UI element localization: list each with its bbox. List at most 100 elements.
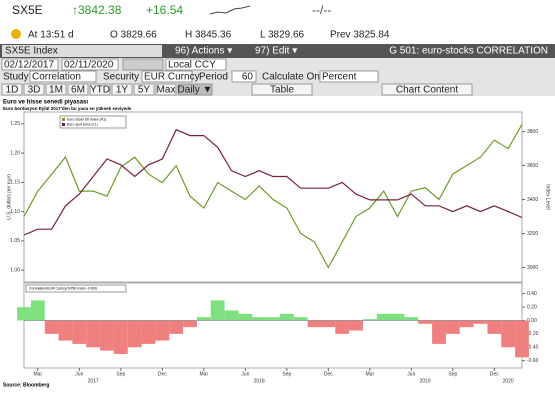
price-change: +16.54 [146, 3, 183, 17]
period-button[interactable] [155, 83, 177, 96]
correlation-bar [238, 313, 253, 321]
actions-menu[interactable]: 96) Actions ▾ [175, 46, 232, 57]
y2-tick-label: 3000 [527, 265, 538, 271]
legend [59, 115, 127, 129]
y2-tick-label: 3200 [527, 231, 538, 237]
currency[interactable]: Local CCY [168, 60, 216, 71]
correlation-bar [515, 320, 529, 358]
chart-title: Euro ve hisse senedi piyasası [3, 100, 88, 106]
correlation-bar [72, 320, 87, 344]
correlation-bar [404, 317, 419, 321]
period-label[interactable]: 1Y [116, 85, 129, 96]
end-date[interactable]: 02/11/2020 [64, 60, 114, 71]
security-name[interactable]: SX5E Index [5, 46, 58, 57]
period-button[interactable] [45, 83, 67, 96]
period-label[interactable]: YTD [90, 85, 110, 96]
correlation-bar [141, 320, 156, 344]
corr-legend-label: Correlation/EUR Curncy/SX5E Index -0.606 [29, 286, 97, 290]
currency-box[interactable] [165, 58, 227, 71]
corr-tick-label: 0.20 [527, 304, 537, 310]
function-name: G 501: euro-stocks CORRELATION [389, 46, 548, 57]
period-button[interactable] [1, 83, 23, 96]
corr-tick-label: -0.60 [527, 358, 539, 364]
period-button[interactable] [23, 83, 45, 96]
legend-swatch [62, 123, 65, 126]
period-button[interactable] [67, 83, 89, 96]
prev-price: Prev 3825.84 [330, 30, 390, 41]
table-label[interactable]: Table [270, 85, 294, 96]
study-security-box[interactable] [141, 70, 193, 83]
x-tick-label: Dec [324, 371, 333, 377]
nav-buttons[interactable] [122, 58, 164, 71]
correlation-bar [349, 320, 363, 331]
start-date-box[interactable] [1, 58, 59, 71]
low-price: L 3829.66 [260, 30, 305, 41]
period-label[interactable]: 1D [6, 85, 19, 96]
series-line [23, 128, 523, 236]
period-button[interactable] [133, 83, 155, 96]
calc[interactable]: Percent [322, 72, 357, 83]
period-label[interactable]: 3D [28, 85, 41, 96]
x-tick-label: Mar [200, 371, 209, 377]
correlation-bar [279, 313, 294, 321]
content-label[interactable]: Chart Content [396, 85, 458, 96]
correlation-bar [210, 300, 225, 321]
series-line [23, 124, 523, 269]
period[interactable]: 60 [242, 72, 254, 83]
trend: --/-- [312, 3, 331, 17]
legend-swatch [62, 118, 65, 121]
period-button[interactable] [89, 83, 111, 96]
correlation-bar [183, 320, 197, 328]
correlation-bar [473, 320, 488, 324]
period-label[interactable]: 5Y [138, 85, 151, 96]
period-button[interactable] [111, 83, 133, 96]
y2-tick-label: 3400 [527, 197, 538, 203]
correlation-bar [432, 320, 446, 344]
x-tick-label: Sep [448, 371, 457, 377]
calc-box[interactable] [319, 70, 379, 83]
correlation-bar [196, 317, 211, 321]
correlation-bar [293, 317, 308, 321]
y-tick-label: 1.25 [10, 121, 20, 127]
chart-subtitle: Euro bordasyon Eylül 2017'den bu yana en… [3, 106, 132, 111]
correlation-bar [362, 319, 377, 321]
correlation-bar [86, 320, 101, 348]
correlation-bar [321, 320, 336, 328]
security-label: Security [103, 72, 139, 83]
period-button[interactable] [177, 83, 213, 96]
correlation-bar [30, 300, 45, 321]
corr-tick-label: 0.40 [527, 291, 537, 297]
period-box[interactable] [231, 70, 257, 83]
last-price: ↑3842.38 [72, 3, 122, 17]
edit-menu[interactable]: 97) Edit ▾ [255, 46, 297, 57]
period-label[interactable]: Max [157, 85, 176, 96]
correlation-bar [252, 317, 267, 321]
end-date-box[interactable] [61, 58, 119, 71]
y2-axis-title: Index Level [545, 184, 551, 210]
x-tick-label: Sep [282, 371, 291, 377]
period-label[interactable]: 6M [71, 85, 85, 96]
alert-icon [11, 29, 21, 39]
plot-frame [23, 111, 523, 283]
study-security[interactable]: EUR Curncy [144, 72, 200, 83]
study-box[interactable] [29, 70, 97, 83]
year-label: 2020 [503, 378, 514, 384]
legend-label: Euro Stoxx 50 Index (R1) [67, 117, 106, 121]
table-button[interactable] [251, 83, 313, 96]
period-label[interactable]: 1M [49, 85, 63, 96]
start-date[interactable]: 02/12/2017 [4, 60, 54, 71]
correlation-bar [224, 310, 239, 321]
security-box[interactable] [2, 45, 162, 57]
correlation-bar [307, 320, 322, 328]
correlation-bar [169, 320, 184, 334]
calc-label: Calculate On [262, 72, 320, 83]
correlation-bar [266, 317, 280, 321]
x-tick-label: Dec [158, 371, 167, 377]
correlation-bar [445, 320, 460, 334]
content-button[interactable] [381, 83, 473, 96]
period-label[interactable]: Daily ▼ [178, 85, 213, 96]
x-tick-label: Dec [490, 371, 499, 377]
study[interactable]: Correlation [32, 72, 81, 83]
